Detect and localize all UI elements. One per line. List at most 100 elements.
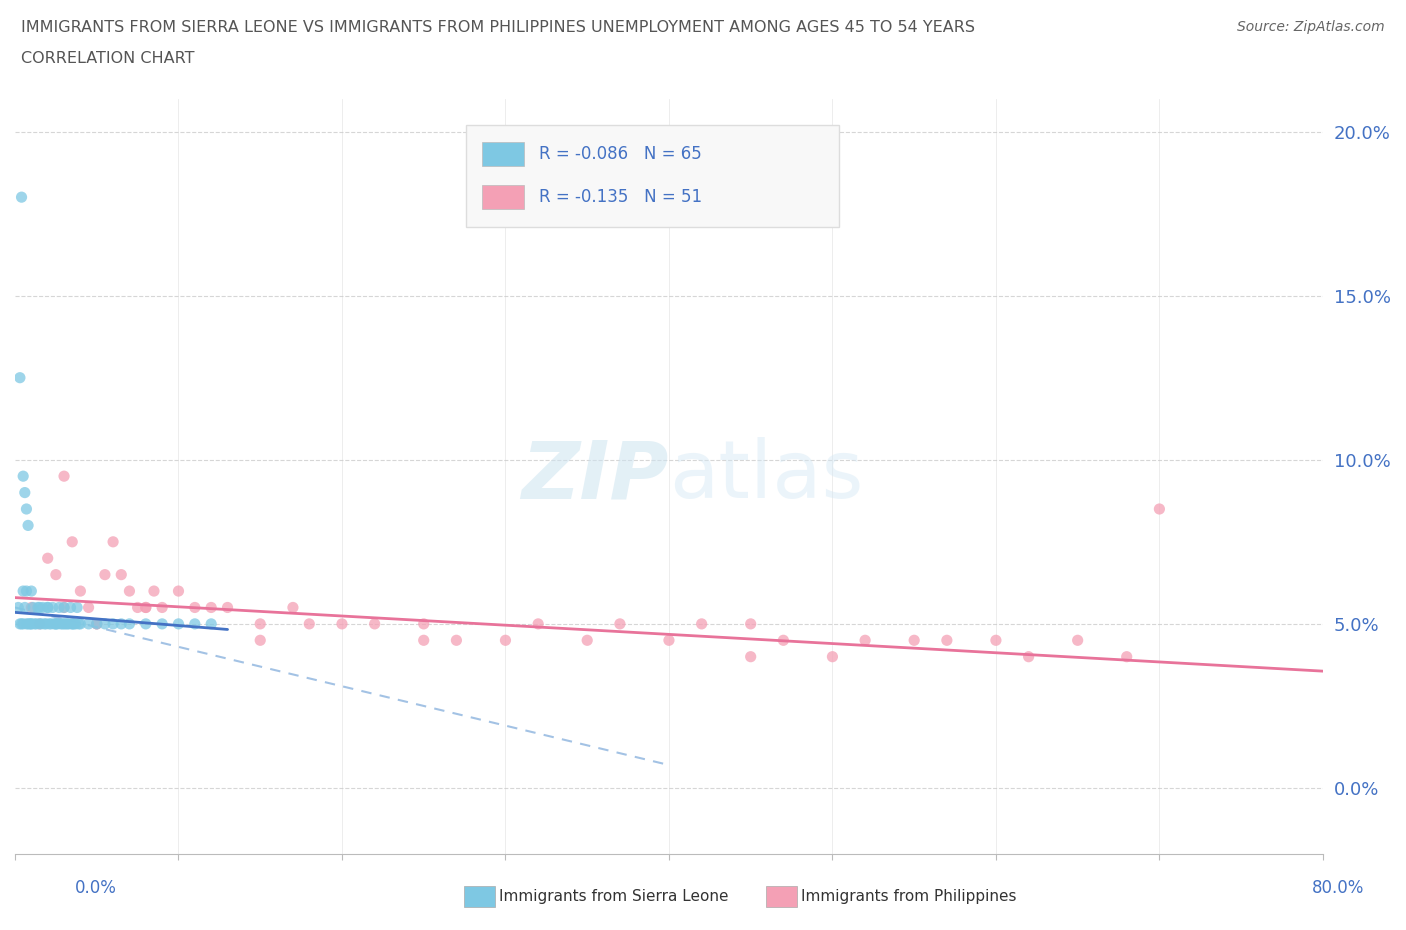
Point xyxy=(1115,649,1137,664)
Point xyxy=(17,617,39,631)
Point xyxy=(53,600,76,615)
Point xyxy=(821,649,844,664)
Point xyxy=(20,584,42,599)
Point xyxy=(527,617,550,631)
Point xyxy=(69,584,91,599)
Point xyxy=(135,600,157,615)
Point xyxy=(69,617,91,631)
Point xyxy=(184,600,207,615)
Point xyxy=(7,600,30,615)
Point xyxy=(53,617,76,631)
Text: Immigrants from Philippines: Immigrants from Philippines xyxy=(801,889,1017,904)
Point xyxy=(1018,649,1040,664)
Point xyxy=(135,617,157,631)
Point xyxy=(21,600,44,615)
Point xyxy=(412,632,434,647)
Point xyxy=(167,584,190,599)
Point xyxy=(60,535,83,550)
Text: Immigrants from Sierra Leone: Immigrants from Sierra Leone xyxy=(499,889,728,904)
Point xyxy=(281,600,304,615)
Point xyxy=(14,600,37,615)
Point xyxy=(143,584,166,599)
Point xyxy=(77,617,100,631)
Point xyxy=(135,600,157,615)
Point xyxy=(184,617,207,631)
Point xyxy=(217,600,239,615)
Text: ZIP: ZIP xyxy=(522,437,669,515)
Point xyxy=(20,617,42,631)
Point xyxy=(772,632,794,647)
Point xyxy=(46,617,69,631)
Point xyxy=(60,617,83,631)
Point xyxy=(31,600,53,615)
Point xyxy=(101,535,124,550)
Point xyxy=(86,617,108,631)
Point xyxy=(935,632,957,647)
Point xyxy=(86,617,108,631)
Point xyxy=(576,632,599,647)
Point xyxy=(55,617,77,631)
Point xyxy=(1066,632,1088,647)
Point xyxy=(35,617,58,631)
Point xyxy=(200,600,222,615)
Point xyxy=(65,617,87,631)
Point xyxy=(45,617,67,631)
Point xyxy=(18,617,41,631)
Point xyxy=(249,632,271,647)
Point xyxy=(14,485,37,500)
Text: 80.0%: 80.0% xyxy=(1312,879,1365,897)
Point xyxy=(86,617,108,631)
Bar xyxy=(482,185,524,209)
Point xyxy=(44,617,66,631)
Point xyxy=(984,632,1007,647)
Point xyxy=(37,551,59,565)
Point xyxy=(59,600,82,615)
Point xyxy=(27,600,49,615)
Point xyxy=(412,617,434,631)
Point xyxy=(118,617,141,631)
Point xyxy=(330,617,353,631)
Point xyxy=(15,617,38,631)
Point xyxy=(110,617,132,631)
Point xyxy=(853,632,876,647)
Point xyxy=(37,600,59,615)
Point xyxy=(11,617,34,631)
Point xyxy=(1149,501,1171,516)
Point xyxy=(30,617,52,631)
Point xyxy=(495,632,517,647)
Text: atlas: atlas xyxy=(669,437,863,515)
Point xyxy=(127,600,149,615)
Point xyxy=(56,617,79,631)
Point xyxy=(101,617,124,631)
Point xyxy=(51,617,73,631)
Point xyxy=(609,617,631,631)
Point xyxy=(49,617,72,631)
Point xyxy=(903,632,925,647)
Point xyxy=(94,617,117,631)
Point xyxy=(45,617,67,631)
Point xyxy=(34,617,56,631)
Text: IMMIGRANTS FROM SIERRA LEONE VS IMMIGRANTS FROM PHILIPPINES UNEMPLOYMENT AMONG A: IMMIGRANTS FROM SIERRA LEONE VS IMMIGRAN… xyxy=(21,20,976,35)
Point xyxy=(740,649,762,664)
Text: Source: ZipAtlas.com: Source: ZipAtlas.com xyxy=(1237,20,1385,34)
Point xyxy=(150,617,173,631)
Point xyxy=(28,617,51,631)
Point xyxy=(110,567,132,582)
Point xyxy=(20,600,42,615)
Point xyxy=(15,584,38,599)
Point xyxy=(118,584,141,599)
Point xyxy=(17,518,39,533)
Point xyxy=(200,617,222,631)
Point xyxy=(10,617,32,631)
Point xyxy=(249,617,271,631)
Point xyxy=(53,469,76,484)
Point xyxy=(15,501,38,516)
Point xyxy=(24,617,46,631)
Point xyxy=(20,617,42,631)
Point xyxy=(10,190,32,205)
Point xyxy=(28,600,51,615)
Point xyxy=(58,617,80,631)
Point xyxy=(11,584,34,599)
Point xyxy=(690,617,713,631)
Point xyxy=(446,632,468,647)
